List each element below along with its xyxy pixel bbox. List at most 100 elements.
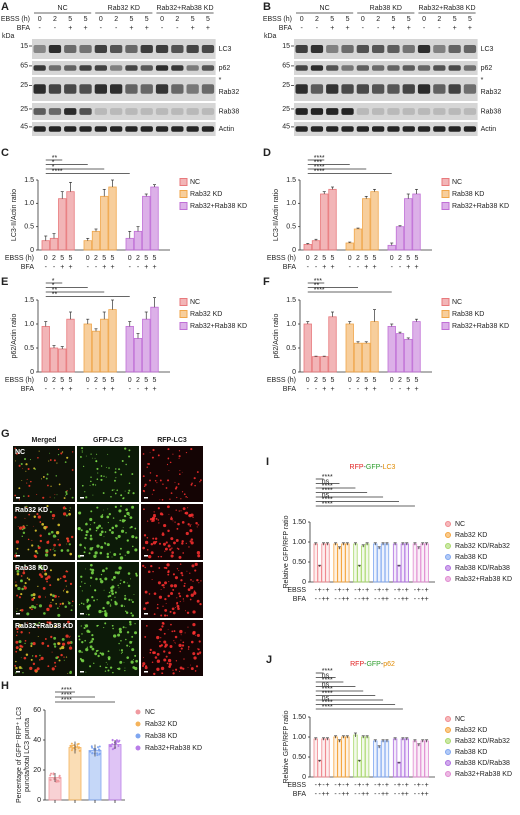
puncta bbox=[93, 662, 95, 664]
condition-label: - bbox=[315, 264, 318, 271]
row-label: BFA bbox=[279, 25, 293, 32]
blot-band bbox=[155, 45, 169, 53]
puncta bbox=[177, 522, 180, 526]
legend-swatch bbox=[135, 721, 141, 727]
blot-band bbox=[33, 65, 46, 71]
bar bbox=[303, 323, 312, 373]
puncta bbox=[127, 572, 131, 575]
puncta bbox=[27, 538, 30, 541]
puncta bbox=[156, 652, 160, 656]
puncta bbox=[180, 647, 183, 650]
blot-band bbox=[79, 65, 92, 71]
condition-label: 5 bbox=[153, 377, 157, 384]
puncta bbox=[142, 489, 145, 492]
puncta bbox=[110, 589, 114, 593]
puncta bbox=[128, 514, 130, 517]
puncta bbox=[154, 656, 158, 659]
puncta bbox=[93, 554, 97, 558]
bar bbox=[41, 325, 50, 373]
puncta bbox=[160, 555, 163, 558]
puncta bbox=[176, 604, 180, 608]
puncta bbox=[128, 489, 131, 492]
significance-label: ns bbox=[322, 673, 330, 680]
puncta bbox=[54, 645, 57, 648]
puncta bbox=[93, 521, 96, 524]
puncta bbox=[43, 622, 45, 624]
blot-band bbox=[402, 45, 415, 53]
puncta bbox=[176, 527, 179, 530]
significance-label: **** bbox=[322, 488, 333, 495]
bar bbox=[337, 547, 342, 583]
kda-label: 25 bbox=[282, 82, 290, 89]
legend-label: Rab32 KD bbox=[190, 311, 222, 318]
condition-label: + bbox=[144, 386, 148, 393]
puncta bbox=[180, 634, 182, 636]
blot-band bbox=[48, 84, 62, 94]
band-note: * bbox=[219, 77, 222, 84]
puncta bbox=[125, 627, 127, 629]
puncta bbox=[172, 573, 175, 576]
puncta bbox=[182, 598, 185, 600]
puncta bbox=[111, 556, 113, 558]
puncta bbox=[130, 525, 133, 529]
puncta bbox=[113, 489, 115, 491]
significance-label: **** bbox=[52, 169, 63, 176]
lane-label: 2 bbox=[53, 16, 57, 23]
scale-bar bbox=[16, 555, 20, 557]
puncta bbox=[144, 590, 148, 594]
puncta bbox=[69, 552, 73, 556]
puncta bbox=[196, 526, 198, 528]
band-label: LC3 bbox=[219, 46, 232, 53]
puncta bbox=[40, 575, 44, 578]
puncta bbox=[81, 447, 84, 450]
condition-label: - bbox=[354, 791, 357, 798]
puncta bbox=[43, 612, 46, 615]
puncta bbox=[83, 626, 86, 630]
blot-band bbox=[295, 126, 308, 132]
puncta bbox=[178, 570, 180, 572]
y-tick-label: 1.00 bbox=[292, 734, 306, 741]
puncta bbox=[29, 606, 32, 609]
lane-label: 0 bbox=[99, 16, 103, 23]
puncta bbox=[168, 581, 170, 583]
puncta bbox=[52, 517, 54, 520]
puncta bbox=[77, 527, 81, 531]
puncta bbox=[178, 595, 182, 598]
puncta bbox=[112, 671, 114, 674]
legend-label: Rab32 KD/Rab32 bbox=[455, 738, 510, 745]
puncta bbox=[176, 496, 178, 499]
condition-label: + bbox=[341, 596, 345, 603]
puncta bbox=[18, 596, 21, 599]
puncta bbox=[112, 517, 115, 519]
puncta bbox=[113, 634, 117, 638]
y-tick-label: 0.5 bbox=[24, 345, 34, 352]
bar bbox=[412, 543, 418, 583]
y-tick-label: 1.00 bbox=[292, 539, 306, 546]
puncta bbox=[114, 524, 118, 528]
puncta bbox=[106, 515, 110, 519]
puncta bbox=[39, 521, 42, 523]
puncta bbox=[55, 536, 57, 538]
puncta bbox=[105, 661, 107, 663]
condition-label: - bbox=[358, 596, 361, 603]
blot-strip bbox=[294, 122, 478, 136]
puncta bbox=[173, 584, 178, 588]
puncta bbox=[53, 550, 56, 552]
puncta bbox=[18, 526, 23, 530]
puncta bbox=[70, 670, 72, 673]
bar bbox=[361, 736, 366, 778]
puncta bbox=[47, 575, 51, 579]
puncta bbox=[172, 588, 175, 591]
puncta bbox=[31, 608, 33, 611]
puncta bbox=[22, 525, 26, 529]
y-axis-label: LC3-II/Actin ratio bbox=[273, 189, 280, 241]
significance-label: **** bbox=[322, 483, 333, 490]
blot-band bbox=[433, 45, 446, 53]
bar-texture bbox=[49, 778, 52, 781]
significance-label: **** bbox=[61, 687, 72, 694]
kda-label: 25 bbox=[20, 106, 28, 113]
panel-label: C bbox=[1, 147, 9, 159]
bar bbox=[108, 186, 117, 251]
blot-band bbox=[310, 126, 324, 132]
puncta bbox=[81, 633, 83, 635]
